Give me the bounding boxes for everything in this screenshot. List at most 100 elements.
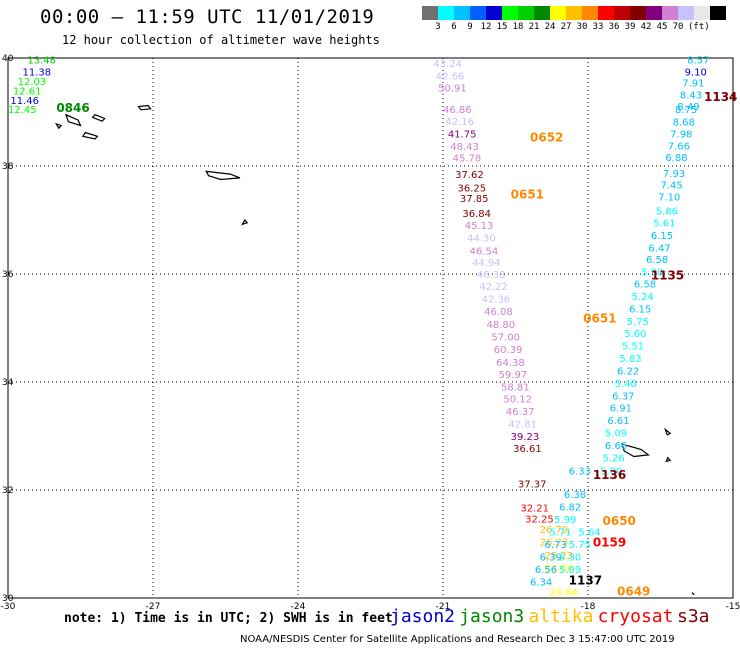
wave-height-value: 7.45: [661, 181, 683, 192]
wave-height-value: 5.99: [554, 515, 576, 526]
color-swatch: [566, 6, 582, 20]
units-note: note: 1) Time is in UTC; 2) SWH is in fe…: [64, 611, 393, 626]
color-swatch: [662, 6, 678, 20]
wave-height-value: 8.57: [687, 55, 709, 66]
wave-height-value: 6.56: [535, 565, 557, 576]
color-scale-label: 15: [496, 22, 508, 32]
wave-height-value: 32.25: [525, 514, 554, 525]
wave-height-value: 46.86: [443, 105, 472, 116]
longitude-label: -21: [436, 602, 451, 612]
color-swatch: [582, 6, 598, 20]
map-frame: [7, 57, 734, 599]
color-scale-label: 36: [608, 22, 620, 32]
longitude-label: -30: [1, 602, 16, 612]
wave-height-value: 5.09: [559, 565, 581, 576]
color-swatch: [694, 6, 710, 20]
color-swatch: [470, 6, 486, 20]
color-swatch: [678, 6, 694, 20]
wave-height-value: 26.23: [540, 538, 569, 549]
island-outline: [81, 131, 99, 140]
wave-height-value: 41.75: [448, 129, 477, 140]
wave-height-value: 12.45: [8, 105, 37, 116]
wave-height-value: 42.36: [482, 295, 511, 306]
wave-height-value: 6.37: [612, 391, 634, 402]
figure-subtitle: 12 hour collection of altimeter wave hei…: [62, 33, 380, 47]
color-scale-label: 70: [672, 22, 684, 32]
wave-height-value: 42.16: [445, 117, 474, 128]
wave-height-value: 6.33: [569, 466, 591, 477]
wave-height-value: 7.98: [670, 129, 692, 140]
wave-height-value: 11.38: [23, 67, 52, 78]
color-scale-label: 45: [656, 22, 668, 32]
wave-height-value: 36.61: [513, 444, 542, 455]
wave-height-value: 7.66: [668, 141, 690, 152]
island-outline: [691, 592, 695, 596]
pass-time-label: 0651: [583, 312, 616, 326]
wave-height-value: 46.08: [484, 307, 513, 318]
color-scale-label: 27: [560, 22, 572, 32]
island-outline: [54, 122, 63, 130]
latitude-label: 34: [2, 378, 14, 388]
color-swatch: [534, 6, 550, 20]
color-swatch: [646, 6, 662, 20]
wave-height-value: 36.84: [462, 209, 491, 220]
wave-height-value: 58.81: [501, 383, 530, 394]
wave-height-value: 5.26: [603, 453, 625, 464]
wave-height-value: 6.66: [605, 441, 627, 452]
wave-height-value: 6.58: [646, 255, 668, 266]
color-swatch: [710, 6, 726, 20]
wave-height-value: 8.68: [673, 118, 695, 129]
wave-height-value: 6.22: [617, 366, 639, 377]
color-swatch: [630, 6, 646, 20]
wave-height-value: 7.93: [663, 169, 685, 180]
wave-height-value: 37.85: [460, 194, 489, 205]
color-swatch: [438, 6, 454, 20]
wave-height-value: 5.51: [622, 342, 644, 353]
wave-height-value: 5.24: [632, 292, 654, 303]
wave-height-value: 48.43: [450, 142, 479, 153]
wave-height-value: 6.73: [545, 540, 567, 551]
island-outline: [64, 113, 82, 127]
wave-height-value: 46.54: [470, 247, 499, 258]
wave-height-value: 6.15: [629, 304, 651, 315]
wave-height-value: 57.00: [491, 332, 520, 343]
wave-height-value: 5.75: [569, 540, 591, 551]
wave-height-value: 42.22: [479, 282, 508, 293]
island-outline: [91, 113, 106, 122]
pass-time-label: 0846: [56, 101, 89, 115]
wave-height-value: 5.40: [615, 379, 637, 390]
wave-height-value: 45.13: [465, 221, 494, 232]
wave-height-value: 5.90: [641, 268, 663, 279]
island-outline: [620, 443, 650, 458]
color-scale-label: 9: [467, 22, 473, 32]
longitude-label: -24: [291, 602, 306, 612]
color-swatch: [486, 6, 502, 20]
island-outline: [137, 104, 152, 111]
color-scale-label: 30: [576, 22, 588, 32]
wave-height-value: 6.34: [530, 578, 552, 589]
pass-time-label: 0650: [603, 514, 636, 528]
color-swatch: [614, 6, 630, 20]
island-outline: [205, 170, 241, 181]
wave-height-value: 36.25: [458, 183, 487, 194]
color-scale-label: 6: [451, 22, 457, 32]
satellite-legend-jason2: jason2: [390, 606, 456, 627]
figure-title: 00:00 — 11:59 UTC 11/01/2019: [40, 6, 375, 28]
wave-height-value: 37.37: [518, 479, 547, 490]
wave-height-value: 46.38: [477, 270, 506, 281]
wave-height-value: 9.10: [685, 67, 707, 78]
pass-time-label: 1135: [651, 268, 684, 282]
wave-height-value: 5.64: [578, 527, 600, 538]
wave-height-value: 24.84: [545, 564, 574, 575]
longitude-label: -15: [726, 602, 740, 612]
wave-height-value: 8.49: [677, 102, 699, 113]
wave-height-value: 6.88: [665, 153, 687, 164]
color-scale-label: 21: [528, 22, 540, 32]
island-outline: [664, 427, 672, 436]
wave-height-value: 25.23: [545, 551, 574, 562]
wave-height-value: 5.86: [656, 207, 678, 218]
pass-time-label: 0649: [617, 584, 650, 598]
longitude-label: -27: [146, 602, 161, 612]
wave-height-value: 59.97: [499, 370, 528, 381]
wave-height-value: 37.62: [455, 170, 484, 181]
